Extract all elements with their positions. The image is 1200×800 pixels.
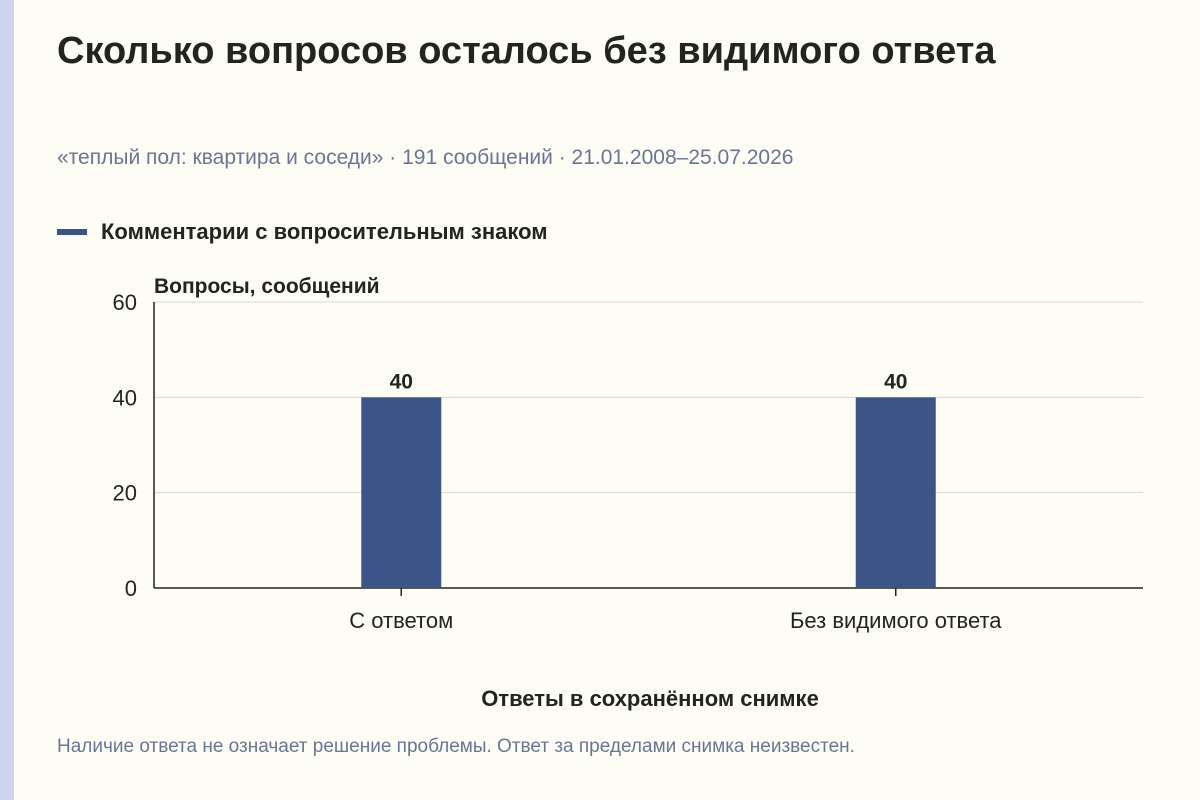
x-axis-title: Ответы в сохранённом снимке (481, 686, 819, 711)
y-tick-label: 40 (113, 385, 137, 410)
page-subtitle: «теплый пол: квартира и соседи» · 191 со… (57, 146, 794, 169)
x-tick-label: С ответом (349, 608, 453, 633)
x-tick-label: Без видимого ответа (790, 608, 1002, 633)
bar-data-label: 40 (390, 370, 413, 393)
y-tick-label: 60 (113, 290, 137, 315)
chart-legend: Комментарии с вопросительным знаком (57, 219, 548, 245)
page-title: Сколько вопросов осталось без видимого о… (57, 30, 996, 72)
bar-data-label: 40 (884, 370, 907, 393)
left-accent-bar (0, 0, 14, 800)
y-tick-label: 0 (125, 576, 137, 601)
y-axis-title: Вопросы, сообщений (154, 275, 380, 298)
bar (361, 397, 442, 588)
footnote: Наличие ответа не означает решение пробл… (57, 736, 855, 757)
legend-swatch (57, 229, 87, 235)
legend-label: Комментарии с вопросительным знаком (101, 219, 548, 244)
y-tick-label: 20 (113, 481, 137, 506)
bar (855, 397, 936, 588)
